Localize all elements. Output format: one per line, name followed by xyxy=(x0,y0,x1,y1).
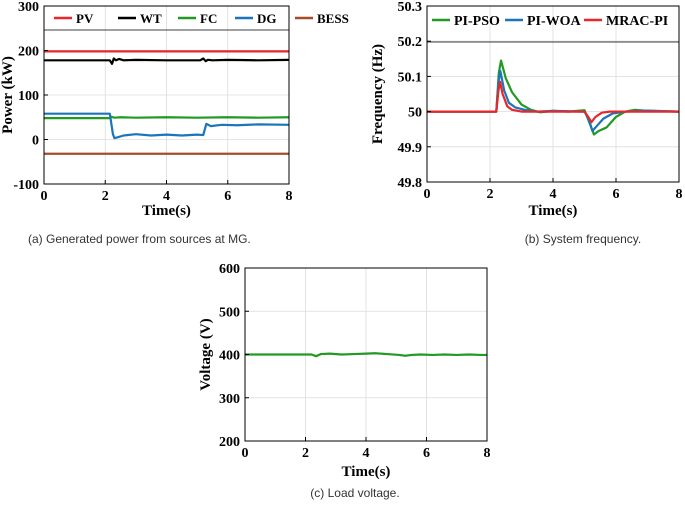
x-tick-label: 2 xyxy=(102,189,109,204)
y-tick-label: 49.9 xyxy=(398,141,423,156)
series-line-voltage xyxy=(245,352,487,358)
y-tick-label: 0 xyxy=(32,134,39,149)
x-tick-label: 4 xyxy=(163,189,170,204)
x-tick-label: 6 xyxy=(613,187,620,202)
x-tick-label: 8 xyxy=(676,187,683,202)
x-axis-label: Time(s) xyxy=(529,203,578,219)
figure-caption: (c) Load voltage. xyxy=(310,486,399,500)
series-line-mrac-pi xyxy=(427,80,679,124)
y-tick-label: 300 xyxy=(219,392,240,407)
x-axis-label: Time(s) xyxy=(342,464,391,480)
x-tick-label: 0 xyxy=(242,446,249,461)
y-tick-label: 50.3 xyxy=(398,0,423,15)
x-tick-label: 2 xyxy=(302,446,309,461)
x-tick-label: 2 xyxy=(487,187,494,202)
x-tick-label: 6 xyxy=(423,446,430,461)
y-tick-label: 50 xyxy=(408,106,422,121)
y-tick-label: 600 xyxy=(219,262,240,277)
x-tick-label: 4 xyxy=(363,446,370,461)
x-tick-label: 8 xyxy=(484,446,491,461)
y-tick-label: 300 xyxy=(18,0,39,15)
y-tick-label: 200 xyxy=(18,45,39,60)
legend-label: DG xyxy=(257,11,277,26)
y-tick-label: 400 xyxy=(219,349,240,364)
x-tick-label: 0 xyxy=(424,187,431,202)
x-tick-label: 4 xyxy=(550,187,557,202)
y-tick-label: -100 xyxy=(13,178,39,193)
y-axis-label: Power (kW) xyxy=(0,56,16,134)
y-axis-label: Frequency (Hz) xyxy=(370,44,386,144)
legend-label: WT xyxy=(140,11,162,26)
legend: PI-PSO PI-WOA MRAC-PI xyxy=(427,14,679,43)
series-line-wt xyxy=(44,57,290,65)
x-axis-label: Time(s) xyxy=(142,203,191,219)
y-tick-label: 200 xyxy=(219,435,240,450)
series-line-dg xyxy=(44,112,290,140)
x-tick-label: 8 xyxy=(286,189,293,204)
chart-c: 0 2 4 6 8 200 300 400 500 600 Time(s) Voltage (V) (c… xyxy=(198,262,491,500)
figure-caption: (b) System frequency. xyxy=(525,232,641,246)
legend-label: PI-WOA xyxy=(527,14,582,29)
legend-label: PV xyxy=(76,11,94,26)
y-tick-label: 50.1 xyxy=(398,70,423,85)
y-axis-label: Voltage (V) xyxy=(198,318,214,390)
legend-label: BESS xyxy=(317,11,349,26)
legend: PV WT FC DG BESS xyxy=(44,11,349,31)
chart-b: PI-PSO PI-WOA MRAC-PI 0 2 4 6 8 49.8 49.9 50 50.1 50… xyxy=(370,0,683,246)
y-tick-label: 49.8 xyxy=(398,176,423,191)
y-tick-label: 50.2 xyxy=(398,35,423,50)
y-tick-label: 500 xyxy=(219,305,240,320)
legend-label: MRAC-PI xyxy=(606,14,668,29)
series-line-fc xyxy=(44,115,290,120)
x-tick-label: 0 xyxy=(41,189,48,204)
figure-caption: (a) Generated power from sources at MG. xyxy=(28,232,251,246)
x-tick-label: 6 xyxy=(224,189,231,204)
legend-label: PI-PSO xyxy=(454,14,500,29)
y-tick-label: 100 xyxy=(18,89,39,104)
legend-label: FC xyxy=(200,11,217,26)
